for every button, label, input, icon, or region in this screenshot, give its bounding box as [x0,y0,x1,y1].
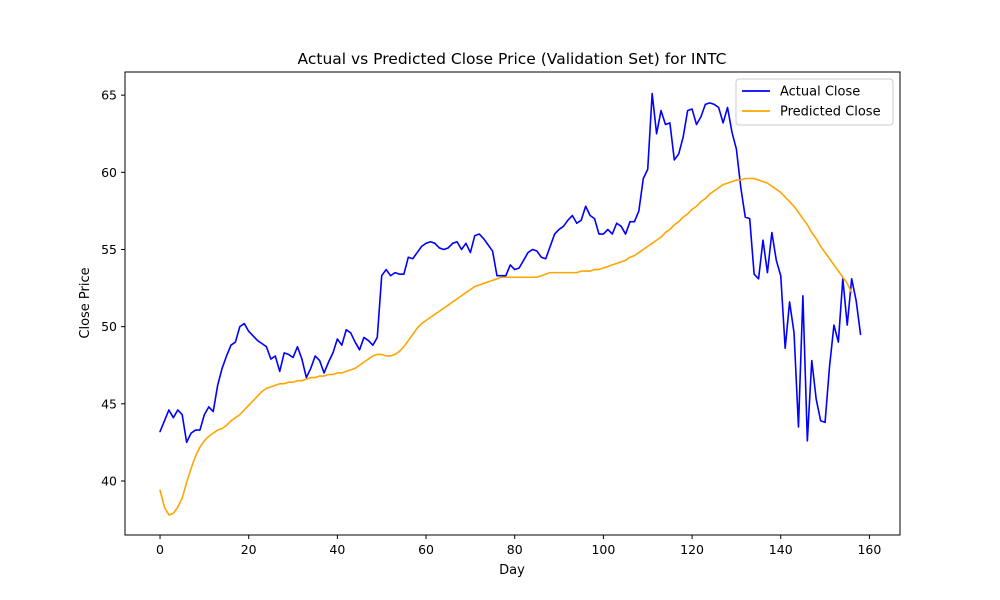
y-tick-label: 45 [101,396,117,411]
y-tick-label: 65 [101,88,117,103]
x-axis: 0 20 40 60 80 100 120 140 160 [156,535,881,557]
x-tick-label: 80 [507,542,523,557]
legend-entry-label: Predicted Close [780,105,881,120]
x-tick-label: 60 [418,542,434,557]
legend-entry-label: Actual Close [780,85,860,100]
x-axis-label: Day [499,563,525,578]
x-tick-label: 20 [241,542,257,557]
legend: Actual Close Predicted Close [735,78,894,126]
plot-area [159,92,862,516]
y-tick-label: 55 [101,242,117,257]
x-tick-label: 120 [680,542,704,557]
y-tick-label: 60 [101,165,117,180]
y-tick-label: 50 [101,319,117,334]
series-line-predicted-close [159,177,853,516]
y-axis: 40 45 50 55 60 65 [101,88,125,488]
plot-frame [124,71,901,536]
y-axis-label: Close Price [78,267,93,338]
x-tick-label: 40 [329,542,345,557]
x-tick-label: 0 [156,542,164,557]
x-tick-label: 140 [769,542,793,557]
legend-box [735,78,894,126]
x-tick-label: 100 [591,542,615,557]
chart-title: Actual vs Predicted Close Price (Validat… [298,50,727,68]
y-tick-label: 40 [101,473,117,488]
x-tick-label: 160 [857,542,881,557]
series-line-actual-close [159,92,862,444]
